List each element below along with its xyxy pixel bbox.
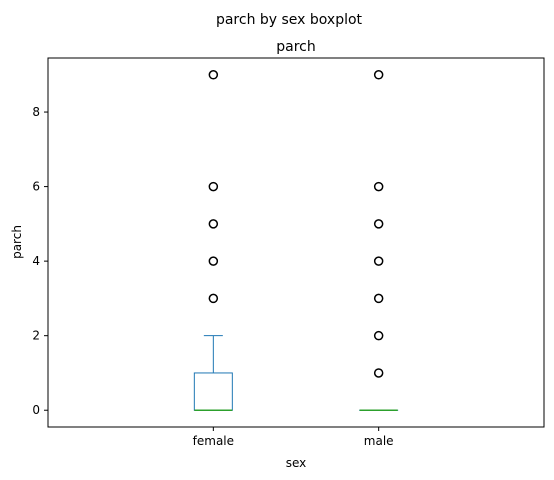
outlier-point — [373, 70, 384, 80]
y-tick-label: 4 — [32, 254, 40, 268]
box-group-male — [359, 70, 399, 411]
outlier-point — [208, 70, 219, 80]
outlier-point — [208, 256, 219, 266]
outlier-point — [208, 219, 219, 229]
outlier-point — [208, 293, 219, 304]
y-tick-label: 2 — [32, 329, 40, 343]
outlier-point — [373, 293, 384, 304]
outlier-point — [373, 368, 384, 378]
outlier-point — [373, 219, 384, 229]
x-axis: female male — [193, 427, 394, 448]
box-group-female — [193, 70, 233, 411]
box-female — [193, 372, 233, 411]
outlier-point — [373, 256, 384, 266]
x-axis-label: sex — [286, 456, 307, 470]
y-tick-label: 8 — [32, 105, 40, 119]
y-tick-label: 6 — [32, 180, 40, 194]
x-tick-label: male — [364, 434, 394, 448]
plot-area — [193, 70, 399, 411]
y-tick-label: 0 — [32, 403, 40, 417]
axes-frame — [47, 57, 545, 428]
outlier-point — [208, 181, 219, 192]
y-axis: 0 2 4 6 8 — [32, 105, 48, 417]
outlier-point — [373, 330, 384, 341]
axes-title: parch — [276, 39, 315, 55]
x-tick-label: female — [193, 434, 234, 448]
y-axis-label: parch — [10, 225, 24, 259]
figure-title: parch by sex boxplot — [216, 12, 363, 28]
outlier-point — [373, 181, 384, 192]
